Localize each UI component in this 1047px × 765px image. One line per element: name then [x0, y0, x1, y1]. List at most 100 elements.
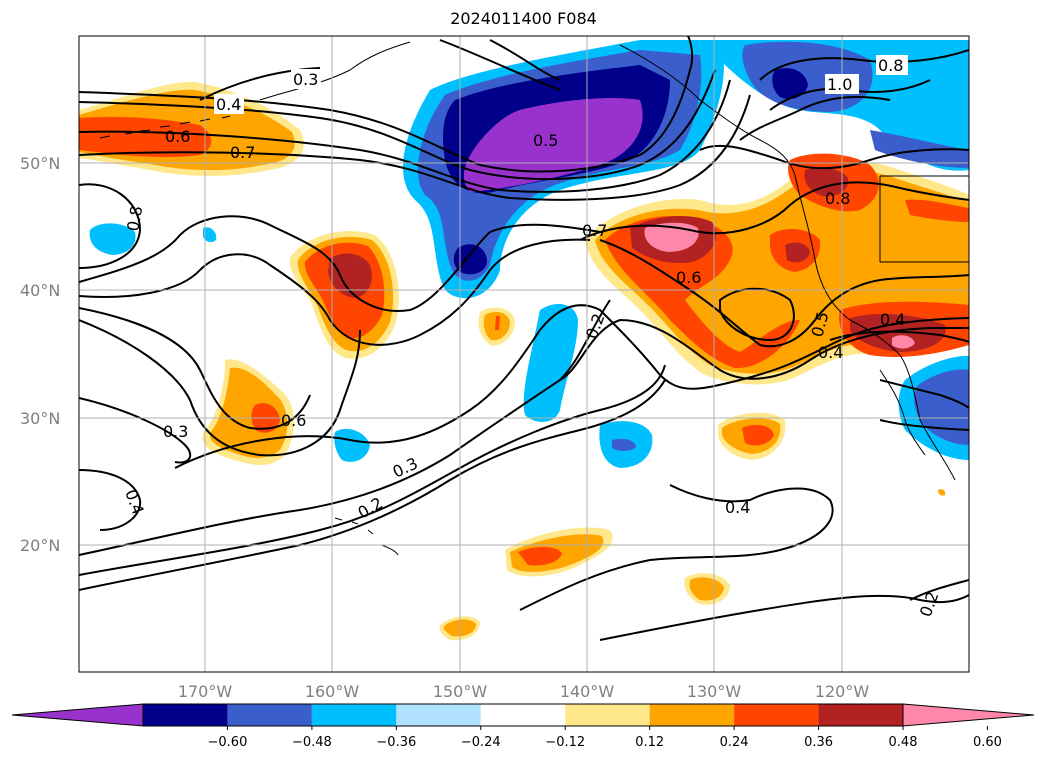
coastline-aleutians [99, 115, 231, 139]
colorbar-outline [142, 703, 904, 727]
map-title: 2024011400 F084 [450, 9, 597, 28]
positive-anomaly-east-2-peak [892, 335, 915, 349]
contour-label: 0.6 [281, 411, 306, 430]
colorbar-extend-low [11, 703, 144, 727]
colorbar-swatch [734, 704, 819, 726]
coastline-west-coast [794, 174, 956, 481]
coastline-hawaii [334, 517, 399, 556]
colorbar-tick-label: −0.24 [461, 735, 501, 750]
colorbar-swatch [480, 704, 566, 726]
colorbar: −0.60 −0.48 −0.36 −0.24 −0.12 0.12 0.24 0.36 0.4… [11, 703, 1035, 750]
contour-line [579, 181, 969, 241]
contour-line [79, 397, 192, 464]
colorbar-swatch [143, 704, 228, 726]
longitude-label: 120°W [815, 682, 870, 701]
positive-anomaly-south-3b [689, 577, 724, 601]
map-frame [78, 35, 970, 673]
coastline-alaska [259, 41, 411, 101]
contour-line [174, 304, 969, 469]
positive-anomaly-midwest-core [328, 253, 372, 298]
contour-line [879, 379, 969, 409]
colorbar-tick-label: −0.60 [208, 735, 248, 750]
negative-anomaly-northeast-core [772, 68, 808, 100]
colorbar-tick-label: 0.36 [804, 735, 833, 750]
contour-label: 0.8 [123, 204, 146, 232]
contour-label: 0.5 [533, 131, 558, 150]
positive-anomaly-east-3 [905, 199, 969, 222]
latitude-label: 30°N [20, 409, 60, 428]
contour-line [739, 96, 891, 141]
colorbar-tick-label: 0.24 [720, 735, 749, 750]
longitude-axis: 170°W 160°W 150°W 140°W 130°W 120°W [178, 682, 870, 701]
colorbar-tick-label: −0.36 [376, 735, 416, 750]
contour-line [599, 239, 969, 348]
colorbar-tick-label: 0.48 [889, 735, 918, 750]
contour-line [559, 318, 969, 381]
negative-anomaly-south-core [612, 438, 636, 451]
colorbar-tick-label: −0.48 [292, 735, 332, 750]
negative-anomaly-west-2 [203, 227, 217, 243]
contour-label: 0.6 [676, 268, 701, 287]
negative-anomaly-north-core [463, 98, 643, 192]
coastlines [99, 41, 969, 556]
colorbar-tick-label: −0.12 [545, 735, 585, 750]
positive-anomaly-northwest-core [79, 116, 212, 158]
contour-label: 0.7 [582, 221, 607, 240]
contour-label: 0.4 [216, 95, 241, 114]
contour-line [79, 36, 694, 173]
contour-line [79, 379, 666, 591]
contour-line [909, 579, 969, 601]
contour-label: 0.8 [825, 189, 850, 208]
negative-anomaly-south-2 [334, 428, 370, 462]
contour-line [79, 307, 311, 430]
map-panel: 0.3 0.4 0.6 0.7 0.5 1.0 0.8 0.8 0.8 0.7 … [79, 36, 969, 672]
positive-anomaly-east-2-core [850, 314, 946, 352]
coastline-baja [879, 369, 926, 456]
contour-line [439, 39, 561, 91]
colorbar-tick-label: 0.12 [635, 735, 664, 750]
contour-line [699, 144, 969, 170]
colorbar-swatch [311, 704, 397, 726]
positive-anomaly-small-1c [495, 316, 500, 330]
contour-line [79, 215, 601, 312]
contour-line [79, 238, 591, 346]
latitude-label: 20°N [20, 536, 60, 555]
contour-line [759, 49, 969, 81]
latitude-label: 50°N [20, 154, 60, 173]
contour-label: 0.3 [163, 422, 188, 441]
longitude-label: 140°W [560, 682, 615, 701]
positive-anomaly-southwest-2 [210, 367, 288, 458]
longitude-label: 130°W [687, 682, 742, 701]
longitude-label: 150°W [433, 682, 488, 701]
contour-line [79, 364, 666, 576]
contour-line [79, 79, 731, 193]
negative-anomaly-small [453, 244, 488, 275]
negative-anomaly-west [89, 223, 136, 255]
positive-anomaly-south-1c [742, 424, 774, 446]
contour-line [79, 94, 751, 201]
latitude-label: 40°N [20, 281, 60, 300]
contour-line [719, 287, 795, 342]
contour-line [79, 319, 361, 457]
colorbar-swatch [565, 704, 650, 726]
positive-anomaly-corner [938, 489, 946, 496]
contour-label: 0.4 [818, 343, 843, 362]
contour-label: 0.6 [165, 127, 190, 146]
contour-label: 0.3 [293, 70, 318, 89]
negative-anomaly-east-2 [914, 369, 969, 445]
contour-line [519, 484, 834, 611]
colorbar-swatch [227, 704, 312, 726]
contour-label: 0.4 [880, 310, 905, 329]
colorbar-swatch [818, 704, 903, 726]
contour-label: 1.0 [827, 75, 852, 94]
negative-anomaly-northeast-3 [870, 130, 969, 168]
longitude-label: 170°W [178, 682, 233, 701]
contour-label-group: 0.3 0.4 0.6 0.7 0.5 1.0 0.8 0.8 0.8 0.7 … [121, 55, 942, 619]
contour-line [599, 594, 969, 641]
contour-line [79, 183, 142, 269]
contour-label: 0.8 [878, 56, 903, 75]
contour-line [879, 419, 969, 431]
contour-line [489, 39, 561, 81]
contour-label: 0.4 [725, 498, 750, 517]
positive-anomaly-east-1-core [785, 242, 810, 263]
